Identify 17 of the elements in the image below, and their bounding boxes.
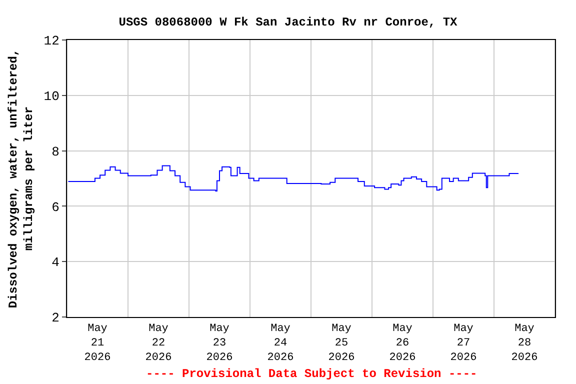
x-tick-label: May 24 2026 — [267, 323, 294, 364]
x-tick-label: May 22 2026 — [145, 323, 172, 364]
y-axis-title: Dissolved oxygen, water, unfiltered, milligrams per liter — [6, 48, 36, 308]
x-tick-label: May 28 2026 — [511, 323, 538, 364]
x-tick-label: May 21 2026 — [84, 323, 111, 364]
y-tick-label: 8 — [52, 144, 60, 160]
x-tick-label: May 26 2026 — [389, 323, 416, 364]
x-tick-label: May 23 2026 — [206, 323, 233, 364]
x-tick-label: May 25 2026 — [328, 323, 355, 364]
y-tick-label: 2 — [52, 310, 60, 326]
chart-title: USGS 08068000 W Fk San Jacinto Rv nr Conroe, TX — [118, 16, 458, 30]
y-tick-label: 10 — [44, 88, 60, 104]
y-tick-label: 4 — [52, 255, 60, 270]
y-tick-label: 6 — [52, 200, 60, 215]
text: ---- Provisional Data Subject to Revision ---- — [146, 367, 478, 381]
y-tick-label: 12 — [44, 34, 60, 49]
x-tick-label: May 27 2026 — [450, 323, 477, 364]
